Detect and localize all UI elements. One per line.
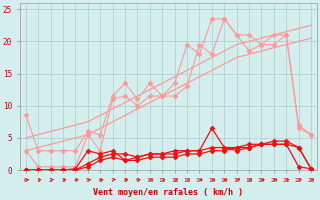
X-axis label: Vent moyen/en rafales ( km/h ): Vent moyen/en rafales ( km/h ) [93,188,244,197]
